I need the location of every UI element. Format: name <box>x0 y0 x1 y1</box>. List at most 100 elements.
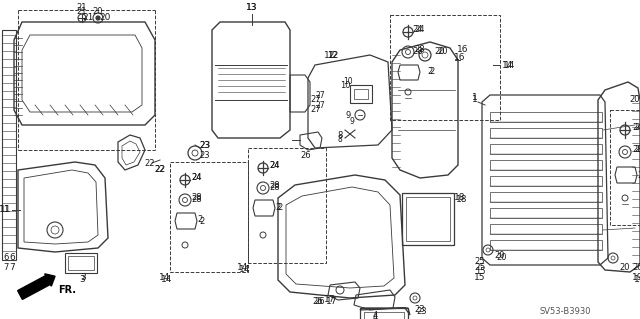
Bar <box>490 144 602 154</box>
Text: SV53-B3930: SV53-B3930 <box>540 308 591 316</box>
Text: 17: 17 <box>324 295 336 305</box>
Text: 23: 23 <box>199 140 211 150</box>
Bar <box>406 197 450 241</box>
Text: 24: 24 <box>635 123 640 132</box>
Text: 24: 24 <box>269 161 280 170</box>
Bar <box>490 128 602 138</box>
Text: 7: 7 <box>9 263 15 272</box>
FancyArrow shape <box>18 274 55 300</box>
Text: 16: 16 <box>457 46 468 55</box>
Text: 1: 1 <box>472 93 478 102</box>
Text: 20: 20 <box>630 95 640 105</box>
Bar <box>170 162 248 272</box>
Text: 10: 10 <box>340 80 350 90</box>
Bar <box>350 85 372 103</box>
Text: 19: 19 <box>634 276 640 285</box>
Text: 6: 6 <box>9 254 15 263</box>
Text: 2: 2 <box>428 68 433 77</box>
Text: FR.: FR. <box>58 285 76 295</box>
Text: 20: 20 <box>620 263 630 272</box>
Text: 28: 28 <box>415 46 426 55</box>
Text: 12: 12 <box>324 50 336 60</box>
Text: 3: 3 <box>79 276 85 285</box>
Bar <box>490 224 602 234</box>
Text: 21: 21 <box>83 13 93 23</box>
Text: 2: 2 <box>429 68 435 77</box>
Text: 12: 12 <box>328 50 340 60</box>
Text: 20: 20 <box>93 8 103 17</box>
Bar <box>68 256 94 270</box>
Text: 28: 28 <box>635 145 640 154</box>
Text: 14: 14 <box>239 265 251 275</box>
Text: 28: 28 <box>633 145 640 154</box>
Text: 16: 16 <box>454 54 466 63</box>
Text: 14: 14 <box>504 61 516 70</box>
Text: 18: 18 <box>454 194 466 203</box>
Text: 28: 28 <box>269 182 280 190</box>
Text: 13: 13 <box>246 4 258 12</box>
Text: 3: 3 <box>80 273 86 283</box>
Text: 20: 20 <box>438 48 448 56</box>
Text: 26: 26 <box>313 298 323 307</box>
Circle shape <box>96 16 100 20</box>
Text: 17: 17 <box>326 298 338 307</box>
Text: 15: 15 <box>475 268 485 277</box>
Text: 12: 12 <box>327 50 337 60</box>
Text: 24: 24 <box>192 174 202 182</box>
Text: 14: 14 <box>161 276 173 285</box>
Text: 28: 28 <box>413 48 423 56</box>
Bar <box>490 240 602 250</box>
Text: 6: 6 <box>3 254 9 263</box>
Text: 4: 4 <box>372 313 378 319</box>
Text: 14: 14 <box>159 273 171 283</box>
Bar <box>490 160 602 170</box>
Text: 27: 27 <box>315 91 325 100</box>
Text: 14: 14 <box>502 61 514 70</box>
Text: 2: 2 <box>637 170 640 180</box>
Text: 23: 23 <box>415 306 426 315</box>
Text: 20: 20 <box>99 13 111 23</box>
Text: 2: 2 <box>197 216 203 225</box>
Bar <box>248 148 326 263</box>
Bar <box>610 110 640 225</box>
Text: 28: 28 <box>269 183 280 192</box>
Bar <box>490 112 602 122</box>
Bar <box>490 192 602 202</box>
Bar <box>354 89 368 99</box>
Text: 21: 21 <box>77 8 87 17</box>
Text: 22: 22 <box>154 166 166 174</box>
Text: 1: 1 <box>472 95 478 105</box>
Text: 18: 18 <box>456 196 468 204</box>
Text: 19: 19 <box>632 273 640 283</box>
Text: 9: 9 <box>346 110 351 120</box>
Bar <box>390 15 500 120</box>
Bar <box>490 208 602 218</box>
Text: 2: 2 <box>277 204 283 212</box>
Text: 23: 23 <box>417 308 428 316</box>
Bar <box>364 312 404 319</box>
Text: 27: 27 <box>310 106 321 115</box>
Text: 10: 10 <box>343 78 353 86</box>
Text: 25: 25 <box>475 257 485 266</box>
Text: 24: 24 <box>633 123 640 132</box>
Text: 20: 20 <box>435 48 445 56</box>
Text: 27: 27 <box>310 95 321 105</box>
Text: 24: 24 <box>269 161 280 170</box>
Text: 23: 23 <box>200 140 211 150</box>
Text: 20: 20 <box>495 250 505 259</box>
Text: 20: 20 <box>497 254 508 263</box>
Text: 26: 26 <box>301 151 311 160</box>
Text: 7: 7 <box>3 263 9 272</box>
Text: 2: 2 <box>275 203 280 211</box>
Text: 4: 4 <box>372 310 378 319</box>
Text: 24: 24 <box>415 26 425 34</box>
Text: 28: 28 <box>192 196 202 204</box>
Text: 27: 27 <box>315 100 325 109</box>
Text: 2: 2 <box>200 218 205 226</box>
Text: 24: 24 <box>413 26 423 34</box>
Text: 22: 22 <box>155 166 165 174</box>
Bar <box>490 176 602 186</box>
Text: 22: 22 <box>145 159 156 167</box>
Text: 15: 15 <box>474 273 486 283</box>
Text: 8: 8 <box>338 136 342 145</box>
